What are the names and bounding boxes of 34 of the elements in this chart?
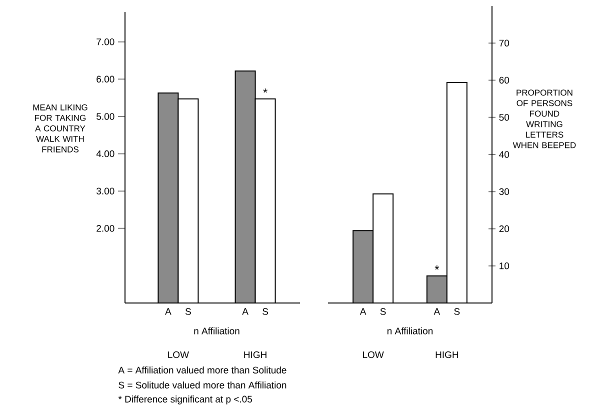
y-tick-label: 10 [500,262,510,270]
text: A [434,308,440,315]
series-label: A [165,308,172,315]
annotation: * [434,265,440,270]
y-tick-label: 7.00 [96,38,114,46]
text: S [454,308,460,315]
y-tick-label: 6.00 [96,76,114,83]
text: A = Affiliation valued more than Solitude [118,366,286,374]
y-tick-label: 4.00 [96,150,114,158]
series-label: S [380,308,386,315]
text: A [242,308,248,315]
y-tick-label: 70 [499,40,510,46]
x-tick-label: HIGH [244,351,266,358]
x-tick-label: HIGH [436,351,458,358]
y-tick-label: 5.00 [96,113,114,120]
y-tick-label: 40 [499,151,510,158]
y-axis-title: PROPORTION OF PERSONS FOUND WRITING LETTERS WHEN BEEPED [512,90,576,148]
y-tick-label: 3.00 [96,188,114,194]
series-label: S [185,308,191,315]
x-axis-title: n Affiliation [194,327,240,334]
text: * Difference significant at p <.05 [118,396,252,404]
x-tick-label: LOW [363,351,384,358]
text: S = Solitude valued more than Affiliation [118,381,286,388]
y-tick-label: 60 [499,76,510,84]
text: S [262,308,268,315]
annotation: * [263,88,268,93]
y-tick-label: 2.00 [96,225,114,232]
y-tick-label: 50 [499,114,510,121]
y-tick-label: 30 [499,188,510,195]
x-axis-title: n Affiliation [387,327,433,334]
y-tick-label: 20 [499,225,510,232]
x-tick-label: LOW [168,351,189,358]
series-label: A [360,308,366,315]
y-axis-title: MEAN LIKING FOR TAKING A COUNTRY WALK WITH FRIENDS [33,104,88,152]
